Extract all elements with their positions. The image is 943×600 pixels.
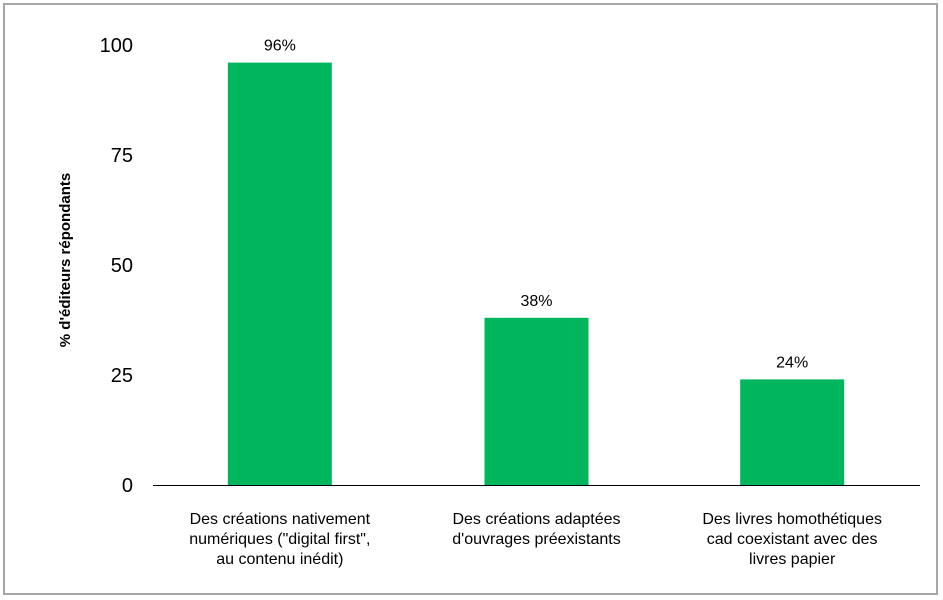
y-axis-title: % d'éditeurs répondants	[57, 173, 74, 347]
x-category-label-line: Des créations adaptées	[452, 511, 621, 528]
x-category-label: Des créations adaptées d'ouvrages préexis…	[422, 510, 652, 550]
bar-value-label: 24%	[776, 354, 808, 371]
bar-value-label: 38%	[520, 293, 552, 310]
bar	[227, 62, 332, 485]
y-tick-label: 75	[111, 145, 133, 167]
bars	[227, 62, 845, 485]
y-axis-ticks: 0 25 50 75 100	[100, 35, 133, 497]
y-tick-label: 100	[100, 35, 133, 57]
x-category-label-line: livres papier	[749, 551, 836, 568]
bar	[484, 317, 589, 485]
bar	[740, 379, 845, 485]
x-category-label: Des livres homothétiques cad coexistant a…	[677, 510, 907, 570]
x-category-label-line: cad coexistant avec des	[706, 531, 878, 548]
y-tick-label: 0	[122, 475, 133, 497]
chart-frame	[3, 3, 938, 595]
x-category-label-line: d'ouvrages préexistants	[452, 531, 621, 548]
x-category-label-line: Des créations nativement	[189, 511, 371, 528]
data-labels: 96% 38% 24%	[264, 38, 808, 372]
x-category-label-line: Des livres homothétiques	[702, 511, 882, 528]
y-tick-label: 25	[111, 365, 133, 387]
bar-value-label: 96%	[264, 38, 296, 55]
x-category-label: Des créations nativement numériques ("dig…	[165, 510, 395, 570]
x-category-label-line: numériques ("digital first",	[189, 531, 371, 548]
y-tick-label: 50	[111, 255, 133, 277]
x-category-label-line: au contenu inédit)	[216, 551, 344, 568]
